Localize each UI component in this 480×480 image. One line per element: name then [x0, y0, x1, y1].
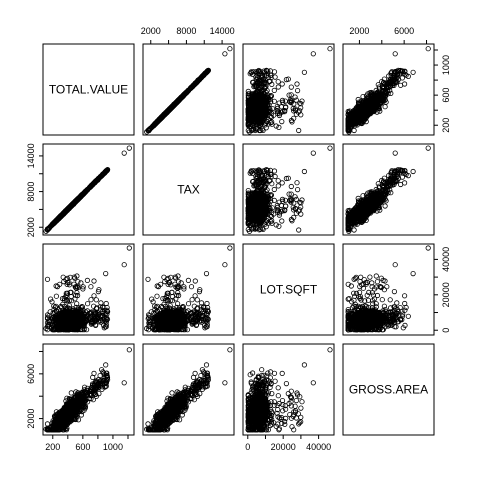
data-point	[310, 51, 316, 57]
data-point	[288, 183, 294, 190]
data-point	[294, 187, 301, 193]
data-point	[275, 84, 281, 90]
data-point	[275, 79, 281, 85]
panel-total-value-vs-lot-sqft	[242, 43, 335, 136]
panel-total-value-vs-total-value: TOTAL.VALUE	[42, 43, 135, 136]
data-point	[382, 104, 388, 110]
data-point	[279, 119, 285, 125]
data-point	[296, 227, 302, 233]
data-point	[227, 46, 233, 52]
data-point	[126, 145, 132, 151]
variable-label-total-value: TOTAL.VALUE	[49, 83, 128, 97]
data-point	[271, 186, 277, 193]
data-point	[271, 168, 278, 174]
data-point	[425, 46, 431, 52]
panel-total-value-vs-tax	[142, 43, 235, 136]
data-point	[410, 168, 416, 175]
data-point	[425, 145, 431, 151]
data-point	[288, 84, 294, 90]
panel-total-value-vs-gross-area	[342, 43, 435, 136]
data-point	[275, 183, 281, 189]
panel-frame	[142, 43, 235, 136]
data-point	[301, 168, 307, 175]
data-point	[271, 69, 278, 75]
data-point	[327, 46, 333, 52]
data-point	[279, 218, 285, 224]
data-point	[296, 127, 302, 134]
variable-label-tax: TAX	[177, 183, 199, 197]
data-point	[382, 203, 388, 209]
data-point	[282, 197, 288, 203]
panel-tax-vs-lot-sqft	[242, 143, 335, 236]
data-point	[269, 218, 275, 224]
data-point	[327, 145, 333, 151]
data-point	[121, 150, 127, 156]
panel-tax-vs-tax: TAX	[142, 143, 235, 236]
data-point	[294, 81, 300, 87]
data-point	[351, 127, 357, 134]
data-point	[271, 87, 277, 94]
data-point	[397, 82, 404, 88]
data-point	[222, 51, 228, 57]
data-point	[298, 211, 304, 217]
data-point	[301, 69, 307, 75]
data-point	[275, 178, 281, 184]
data-point	[392, 51, 398, 57]
data-point	[282, 98, 288, 104]
data-point	[392, 150, 398, 156]
panel-tax-vs-total-value	[42, 143, 135, 236]
data-point	[410, 69, 416, 75]
data-point	[310, 150, 316, 156]
data-point	[294, 88, 301, 94]
data-point	[294, 180, 300, 186]
data-point	[351, 227, 357, 233]
panel-frame	[42, 43, 135, 136]
panel-tax-vs-gross-area	[342, 143, 435, 236]
